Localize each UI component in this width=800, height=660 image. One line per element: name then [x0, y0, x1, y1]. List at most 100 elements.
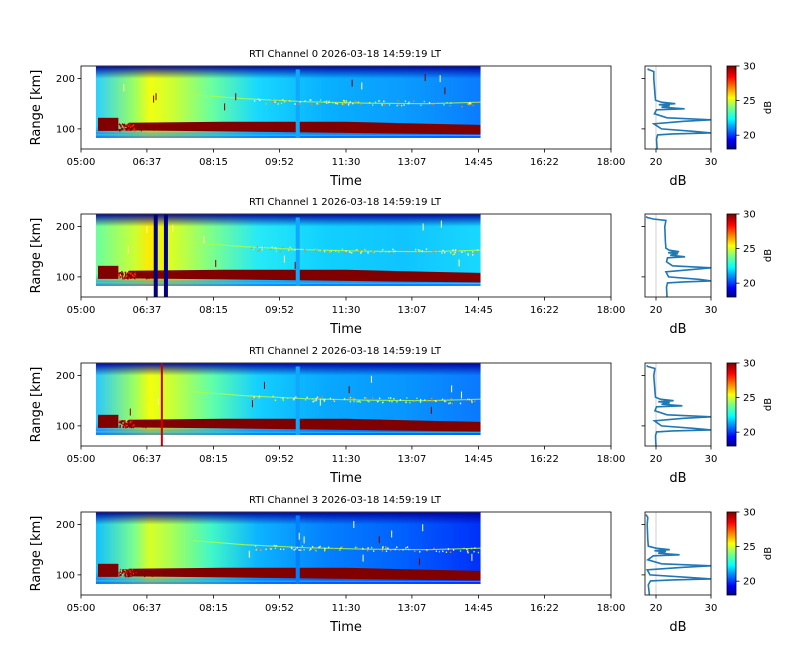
x-tick-label: 14:45: [464, 305, 493, 316]
echo-speckle: [130, 123, 132, 126]
upper-echo-speckle: [360, 252, 362, 254]
echo-streak: [157, 397, 159, 405]
upper-echo-speckle: [385, 251, 387, 253]
upper-echo-speckle: [256, 246, 258, 248]
upper-echo-speckle: [291, 547, 293, 550]
upper-echo-speckle: [447, 548, 450, 550]
echo-speckle: [118, 128, 120, 131]
y-axis-label: Range [km]: [29, 70, 44, 146]
upper-echo-speckle: [282, 397, 284, 399]
echo-speckle: [144, 575, 146, 578]
echo-speckle: [155, 422, 157, 425]
colorbar-label: dB: [763, 547, 774, 560]
profile-x-axis-label: dB: [669, 174, 686, 189]
upper-echo-speckle: [433, 251, 435, 253]
colorbar-tick-label: 20: [743, 279, 756, 290]
upper-echo-speckle: [436, 250, 439, 252]
upper-echo-speckle: [252, 248, 254, 251]
echo-streak: [460, 391, 462, 399]
upper-echo-speckle: [274, 399, 277, 402]
echo-speckle: [134, 273, 137, 276]
upper-echo-speckle: [349, 400, 352, 403]
upper-echo-speckle: [319, 250, 321, 252]
echo-speckle: [137, 425, 139, 428]
echo-speckle: [142, 426, 144, 428]
upper-echo-speckle: [389, 397, 392, 399]
echo-streak: [444, 87, 446, 95]
upper-echo-speckle: [444, 400, 446, 403]
upper-echo-speckle: [381, 103, 383, 106]
upper-echo-speckle: [470, 547, 473, 550]
upper-echo-speckle: [425, 248, 428, 251]
interference-line: [163, 214, 168, 297]
echo-speckle: [124, 277, 126, 280]
x-tick-label: 08:15: [199, 603, 228, 614]
echo-speckle: [147, 573, 149, 576]
upper-echo-speckle: [353, 398, 356, 400]
upper-echo-speckle: [341, 248, 344, 250]
upper-echo-speckle: [382, 546, 384, 548]
upper-echo-speckle: [303, 548, 305, 551]
upper-echo-speckle: [390, 252, 392, 255]
upper-echo-speckle: [251, 397, 253, 399]
echo-speckle: [133, 424, 135, 426]
echo-speckle: [126, 275, 128, 277]
upper-echo-speckle: [323, 400, 326, 402]
upper-echo-speckle: [309, 99, 311, 101]
upper-echo-speckle: [442, 249, 444, 252]
upper-echo-speckle: [318, 103, 320, 105]
echo-speckle: [118, 421, 121, 424]
echo-streak: [248, 550, 250, 558]
upper-echo-speckle: [360, 103, 362, 105]
upper-echo-speckle: [253, 100, 256, 102]
upper-echo-speckle: [393, 397, 395, 400]
echo-speckle: [128, 574, 131, 577]
echo-streak: [203, 236, 205, 244]
upper-echo-speckle: [471, 251, 474, 253]
x-tick-label: 09:52: [265, 305, 294, 316]
upper-echo-speckle: [274, 247, 277, 249]
upper-echo-speckle: [406, 546, 409, 548]
echo-speckle: [159, 574, 161, 577]
upper-echo-speckle: [304, 248, 306, 251]
echo-speckle: [125, 569, 128, 571]
upper-echo-speckle: [425, 548, 428, 551]
echo-speckle: [124, 420, 126, 422]
upper-echo-speckle: [445, 400, 447, 403]
colorbar-tick-label: 30: [743, 508, 756, 519]
upper-echo-speckle: [255, 548, 257, 551]
upper-echo-speckle: [354, 546, 357, 549]
echo-streak: [430, 406, 432, 414]
echo-speckle: [130, 275, 133, 278]
upper-echo-speckle: [416, 548, 418, 551]
upper-echo-speckle: [426, 549, 428, 552]
echo-speckle: [131, 573, 133, 575]
upper-echo-speckle: [298, 103, 300, 105]
upper-echo-speckle: [287, 397, 289, 400]
upper-echo-speckle: [426, 399, 428, 402]
upper-echo-speckle: [389, 549, 392, 552]
echo-speckle: [125, 425, 127, 428]
echo-speckle: [119, 272, 122, 274]
echo-speckle: [134, 125, 136, 128]
upper-echo-speckle: [467, 254, 470, 256]
upper-echo-speckle: [332, 102, 334, 104]
echo-speckle: [119, 276, 121, 279]
upper-echo-speckle: [380, 251, 382, 253]
upper-echo-speckle: [414, 550, 416, 553]
echo-speckle: [144, 128, 146, 130]
upper-echo-speckle: [441, 252, 443, 254]
echo-speckle: [123, 124, 126, 127]
echo-speckle: [148, 125, 150, 128]
upper-echo-speckle: [300, 548, 302, 550]
y-tick-label: 200: [56, 222, 75, 233]
echo-streak: [353, 520, 355, 528]
upper-echo-speckle: [260, 548, 262, 551]
echo-speckle: [142, 272, 144, 275]
echo-streak: [348, 386, 350, 394]
echo-speckle: [153, 570, 155, 572]
upper-echo-speckle: [359, 401, 361, 403]
upper-echo-speckle: [340, 547, 342, 549]
upper-echo-speckle: [388, 104, 391, 106]
